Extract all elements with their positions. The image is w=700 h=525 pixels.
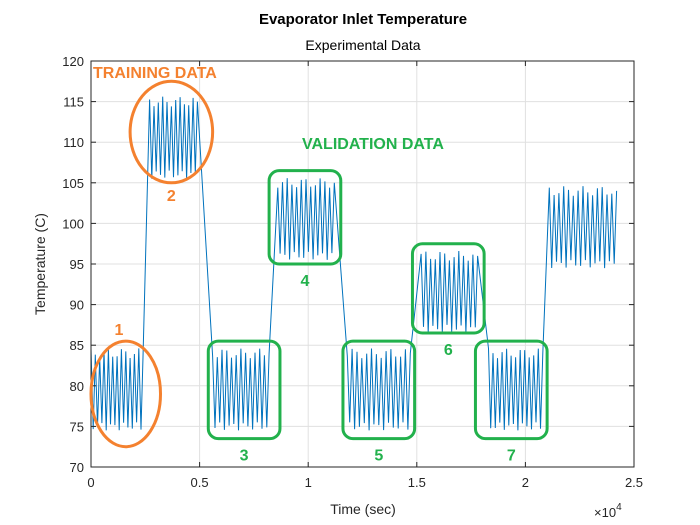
- x-tick-label: 2: [522, 475, 529, 490]
- training-region-number: 2: [167, 188, 176, 205]
- training-region-number: 1: [115, 322, 124, 339]
- validation-data-label: VALIDATION DATA: [302, 136, 444, 153]
- y-tick-label: 75: [70, 419, 84, 434]
- x-tick-label: 0.5: [191, 475, 209, 490]
- chart-subtitle: Experimental Data: [305, 37, 420, 53]
- training-region-ellipse: [128, 79, 215, 185]
- y-tick-label: 95: [70, 257, 84, 272]
- y-tick-label: 115: [63, 95, 84, 110]
- y-tick-label: 85: [70, 338, 84, 353]
- y-tick-label: 90: [70, 298, 84, 313]
- y-tick-label: 110: [63, 135, 84, 150]
- training-region-ellipse: [89, 339, 163, 449]
- x-axis-exponent-base: ×10: [594, 505, 616, 520]
- y-tick-label: 120: [62, 54, 84, 69]
- temperature-line: [90, 96, 618, 431]
- validation-region-number: 3: [240, 448, 249, 465]
- validation-region-number: 4: [300, 273, 309, 290]
- x-axis-exponent: ×104: [594, 502, 622, 520]
- y-tick-label: 100: [62, 216, 84, 231]
- training-data-label: TRAINING DATA: [93, 65, 217, 82]
- y-axis-label: Temperature (C): [32, 213, 48, 315]
- annotations: 1 2 3 4 5 6 7: [89, 79, 549, 465]
- x-axis-exponent-power: 4: [616, 502, 622, 513]
- x-tick-label: 1.5: [408, 475, 426, 490]
- y-tick-label: 80: [70, 379, 84, 394]
- validation-region-box: [473, 339, 549, 441]
- chart-title: Evaporator Inlet Temperature: [259, 11, 467, 28]
- validation-region-box: [341, 339, 417, 441]
- y-tick-label: 105: [62, 176, 84, 191]
- temperature-series: [90, 96, 618, 431]
- validation-region-number: 5: [374, 448, 383, 465]
- validation-region-box: [410, 242, 486, 335]
- validation-region-box: [206, 339, 282, 441]
- validation-region-number: 6: [444, 342, 453, 359]
- x-tick-label: 2.5: [625, 475, 643, 490]
- x-tick-label: 1: [305, 475, 312, 490]
- validation-region-number: 7: [507, 448, 516, 465]
- validation-region-box: [267, 169, 343, 266]
- x-tick-label: 0: [87, 475, 94, 490]
- x-axis-label: Time (sec): [330, 501, 396, 517]
- y-tick-label: 70: [70, 460, 84, 475]
